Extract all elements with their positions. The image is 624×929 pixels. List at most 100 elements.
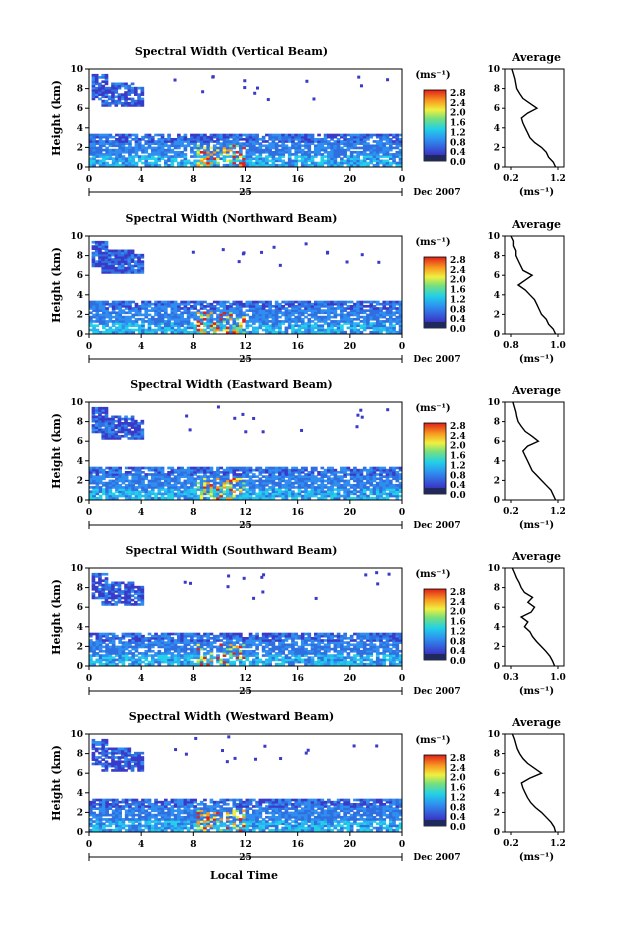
heatmap-cell bbox=[353, 475, 357, 478]
heatmap-cell bbox=[398, 322, 403, 325]
heatmap-cell bbox=[107, 434, 112, 438]
heatmap-cell bbox=[304, 155, 308, 158]
heatmap-cell bbox=[91, 93, 96, 96]
heatmap-cell bbox=[310, 492, 315, 496]
heatmap-cell bbox=[392, 490, 396, 494]
heatmap-cell bbox=[160, 477, 165, 481]
heatmap-cell bbox=[388, 466, 393, 470]
heatmap-cell bbox=[278, 326, 282, 330]
heatmap-cell bbox=[118, 656, 123, 660]
heatmap-cell bbox=[216, 654, 220, 657]
heatmap-cell bbox=[115, 645, 119, 649]
heatmap-cell bbox=[366, 481, 370, 485]
heatmap-cell bbox=[98, 146, 103, 150]
heatmap-cell bbox=[94, 88, 99, 92]
heatmap-cell bbox=[89, 142, 93, 145]
heatmap-cell bbox=[170, 155, 175, 158]
heatmap-cell bbox=[336, 307, 341, 310]
heatmap-cell bbox=[372, 466, 377, 470]
heatmap-cell bbox=[111, 264, 115, 268]
heatmap-cell bbox=[206, 155, 211, 158]
heatmap-cell bbox=[304, 157, 308, 161]
heatmap-cell bbox=[379, 488, 383, 491]
heatmap-cell bbox=[343, 142, 347, 145]
heatmap-cell bbox=[392, 486, 396, 489]
heatmap-cell bbox=[281, 656, 286, 660]
heatmap-cell bbox=[382, 475, 387, 478]
heatmap-cell bbox=[327, 150, 331, 154]
heatmap-cell bbox=[248, 146, 253, 150]
heatmap-cell bbox=[265, 481, 269, 485]
heatmap-cell bbox=[216, 309, 220, 312]
heatmap-cell bbox=[92, 163, 96, 167]
heatmap-cell bbox=[297, 324, 302, 328]
heatmap-cell bbox=[375, 320, 380, 323]
heatmap-cell bbox=[167, 140, 171, 143]
heatmap-cell bbox=[95, 307, 100, 310]
y-tick-label: 10 bbox=[70, 232, 83, 242]
heatmap-cell bbox=[222, 137, 227, 141]
day-label: 25 bbox=[239, 355, 252, 365]
heatmap-cell bbox=[206, 322, 211, 325]
heatmap-cell bbox=[232, 324, 237, 328]
heatmap-cell bbox=[323, 304, 328, 308]
heatmap-cell bbox=[183, 307, 188, 310]
heatmap-cell bbox=[287, 645, 292, 649]
heatmap-cell bbox=[375, 317, 380, 321]
heatmap-cell bbox=[107, 91, 112, 94]
heatmap-cell bbox=[141, 466, 145, 470]
heatmap-cell bbox=[229, 133, 233, 137]
heatmap-cell bbox=[359, 159, 364, 163]
heatmap-cell bbox=[160, 315, 165, 319]
heatmap-cell bbox=[92, 477, 96, 481]
heatmap-cell bbox=[307, 492, 312, 496]
heatmap-cell bbox=[141, 494, 145, 498]
heatmap-cell bbox=[232, 479, 237, 483]
heatmap-cell bbox=[261, 135, 266, 139]
heatmap-cell bbox=[242, 641, 246, 644]
heatmap-cell bbox=[340, 135, 344, 139]
heatmap-cell bbox=[170, 658, 175, 662]
heatmap-cell bbox=[98, 243, 102, 246]
heatmap-cell bbox=[140, 437, 145, 440]
heatmap-cell bbox=[317, 328, 321, 332]
heatmap-cell bbox=[160, 144, 165, 148]
heatmap-cell bbox=[238, 639, 243, 642]
heatmap-cell bbox=[101, 266, 106, 270]
heatmap-cell bbox=[170, 326, 175, 330]
heatmap-cell bbox=[255, 313, 259, 317]
heatmap-cell bbox=[117, 99, 122, 103]
heatmap-cell bbox=[245, 302, 250, 306]
heatmap-cell bbox=[379, 161, 383, 165]
heatmap-cell bbox=[173, 330, 178, 334]
heatmap-cell bbox=[209, 320, 214, 323]
heatmap-cell bbox=[313, 300, 318, 304]
heatmap-cell bbox=[128, 328, 132, 332]
heatmap-cell bbox=[320, 477, 325, 481]
heatmap-cell bbox=[268, 302, 272, 306]
heatmap-cell bbox=[300, 144, 305, 148]
heatmap-cell bbox=[330, 494, 334, 498]
heatmap-cell bbox=[388, 144, 393, 148]
heatmap-cell bbox=[128, 466, 132, 470]
heatmap-cell bbox=[232, 486, 237, 489]
heatmap-cell bbox=[115, 496, 119, 500]
heatmap-cell bbox=[382, 150, 387, 154]
heatmap-cell bbox=[323, 317, 328, 321]
heatmap-cell bbox=[219, 135, 224, 139]
heatmap-cell bbox=[193, 656, 197, 660]
heatmap-cell bbox=[300, 317, 305, 321]
heatmap-cell bbox=[346, 468, 351, 472]
heatmap-cell bbox=[258, 479, 263, 483]
heatmap-cell bbox=[105, 163, 109, 167]
heatmap-cell bbox=[157, 641, 162, 644]
heatmap-cell bbox=[134, 161, 139, 165]
heatmap-cell bbox=[320, 157, 325, 161]
heatmap-cell bbox=[196, 144, 201, 148]
heatmap-cell bbox=[133, 434, 138, 438]
heatmap-cell bbox=[330, 483, 334, 487]
heatmap-cell bbox=[327, 328, 331, 332]
heatmap-cell bbox=[117, 82, 122, 86]
heatmap-cell bbox=[222, 307, 227, 310]
heatmap-cell bbox=[291, 302, 295, 306]
